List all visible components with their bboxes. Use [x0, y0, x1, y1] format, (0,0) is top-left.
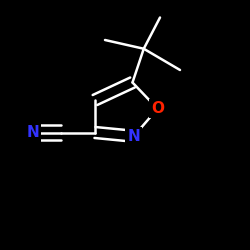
Text: O: O	[151, 101, 164, 116]
Text: N: N	[128, 129, 140, 144]
Text: N: N	[26, 125, 39, 140]
